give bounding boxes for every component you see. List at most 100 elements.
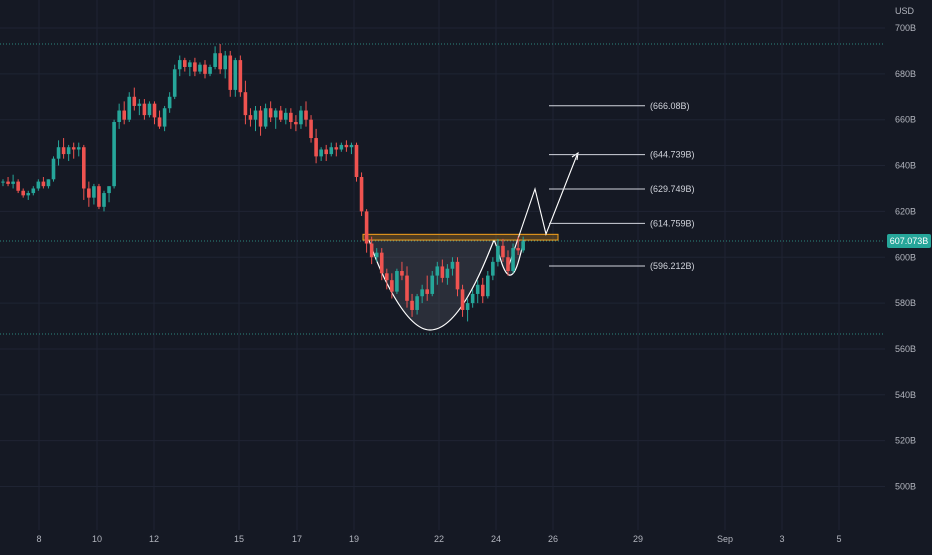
- candle-body: [374, 252, 379, 258]
- candle-body: [112, 121, 116, 187]
- candle-body: [480, 284, 485, 297]
- candle-body: [76, 147, 81, 150]
- candle-body: [430, 275, 435, 294]
- candle-body: [268, 108, 273, 118]
- candle-body: [56, 147, 61, 159]
- candle-body: [390, 280, 394, 292]
- candle-body: [486, 275, 490, 297]
- candle-body: [142, 103, 147, 116]
- candle-body: [31, 188, 36, 194]
- y-tick-label: 700B: [895, 23, 916, 33]
- x-tick-label: 8: [36, 534, 41, 544]
- candle-body: [359, 177, 364, 212]
- candle-body: [228, 55, 233, 90]
- candle-body: [87, 188, 91, 198]
- candle-body: [294, 121, 298, 125]
- x-tick-label: 24: [491, 534, 501, 544]
- x-tick-label: 17: [292, 534, 302, 544]
- projection-level-label: (666.08B): [650, 101, 690, 111]
- candle-body: [354, 144, 359, 178]
- candle-body: [450, 261, 455, 269]
- y-tick-label: 640B: [895, 161, 916, 171]
- candle-body: [440, 266, 445, 278]
- candle-body: [501, 245, 505, 258]
- grid-lines: [0, 0, 885, 530]
- projection-levels: (666.08B) (644.739B) (629.749B) (614.759B) (…: [549, 101, 695, 271]
- projection-arrowhead: [571, 151, 579, 161]
- candle-body: [314, 138, 318, 157]
- y-tick-label: 580B: [895, 298, 916, 308]
- current-price-label: 607.073B: [890, 236, 929, 246]
- candle-body: [263, 108, 268, 127]
- candle-body: [177, 60, 182, 70]
- candle-body: [258, 110, 263, 127]
- x-tick-label: 5: [836, 534, 841, 544]
- candle-body: [167, 96, 172, 109]
- candle-body: [299, 110, 303, 125]
- time-axis[interactable]: 8 10 12 15 17 19 22 24 26 29 Sep 3 5: [36, 534, 841, 544]
- candle-body: [51, 158, 56, 180]
- candles: [1, 44, 525, 322]
- candle-body: [147, 103, 152, 116]
- y-tick-label: 660B: [895, 115, 916, 125]
- candle-body: [218, 53, 222, 70]
- candle-body: [66, 147, 71, 155]
- candle-body: [304, 110, 308, 120]
- candle-body: [223, 55, 227, 70]
- candle-body: [253, 110, 258, 120]
- candle-body: [516, 248, 520, 251]
- candle-body: [511, 248, 515, 272]
- candle-body: [289, 112, 293, 122]
- candle-body: [188, 62, 192, 67]
- candle-body: [152, 103, 157, 118]
- projection-level-label: (644.739B): [650, 150, 695, 160]
- candle-body: [198, 64, 202, 72]
- candle-body: [425, 289, 429, 294]
- y-tick-label: 520B: [895, 436, 916, 446]
- candle-body: [21, 190, 25, 196]
- candle-body: [329, 147, 334, 155]
- candle-body: [107, 186, 111, 194]
- candle-body: [506, 257, 510, 272]
- candle-body: [395, 271, 399, 292]
- candle-body: [364, 211, 369, 244]
- candle-body: [172, 69, 177, 97]
- candle-body: [36, 181, 41, 189]
- x-tick-label: 3: [779, 534, 784, 544]
- candle-body: [1, 181, 5, 183]
- current-price-tag: 607.073B: [887, 234, 931, 249]
- y-tick-label: 500B: [895, 482, 916, 492]
- candle-body: [92, 186, 96, 198]
- candle-body: [127, 96, 132, 120]
- candle-body: [319, 149, 323, 157]
- candle-body: [117, 110, 121, 122]
- projection-level-label: (614.759B): [650, 218, 695, 228]
- candle-body: [82, 147, 86, 189]
- cup-fill: [369, 240, 524, 330]
- candle-body: [71, 147, 76, 150]
- candle-body: [415, 296, 419, 310]
- candle-body: [213, 53, 217, 67]
- x-tick-label: 15: [234, 534, 244, 544]
- dotted-levels: [0, 43, 885, 335]
- candle-body: [122, 110, 126, 120]
- candle-body: [400, 271, 404, 276]
- candle-body: [61, 147, 66, 155]
- candle-body: [491, 261, 495, 276]
- candle-body: [455, 261, 460, 290]
- price-axis[interactable]: USD 700B 680B 660B 640B 620B 600B 580B 560B 540B…: [895, 6, 916, 492]
- candle-body: [405, 275, 409, 301]
- candle-body: [379, 252, 384, 274]
- candle-body: [157, 117, 162, 127]
- candle-body: [278, 110, 283, 120]
- candle-body: [203, 64, 207, 74]
- neckline-zone: [362, 233, 559, 241]
- current-price-badge: [887, 234, 931, 249]
- x-tick-label: Sep: [717, 534, 733, 544]
- candle-body: [16, 181, 20, 191]
- x-tick-label: 29: [633, 534, 643, 544]
- x-tick-label: 12: [149, 534, 159, 544]
